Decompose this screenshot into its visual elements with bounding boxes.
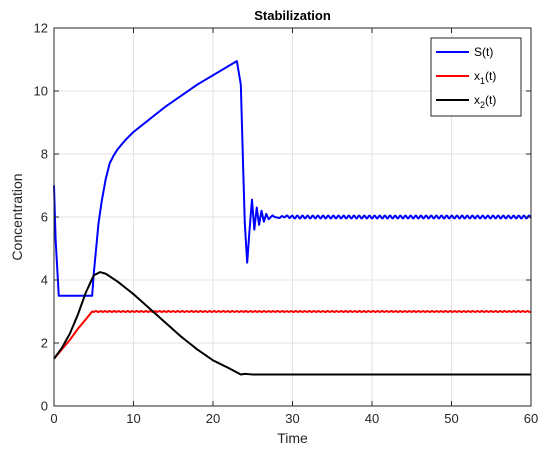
x-tick-label: 40 xyxy=(365,411,379,426)
legend-label-main: x xyxy=(474,69,480,83)
chart-title: Stabilization xyxy=(254,8,331,23)
y-tick-label: 4 xyxy=(41,273,48,288)
legend-label-main: x xyxy=(474,93,480,107)
legend-label-tail: (t) xyxy=(485,69,496,83)
x-tick-label: 20 xyxy=(206,411,220,426)
x-tick-label: 10 xyxy=(126,411,140,426)
y-tick-label: 6 xyxy=(41,210,48,225)
x-tick-label: 50 xyxy=(444,411,458,426)
series-line-0 xyxy=(53,60,532,297)
series-line-1 xyxy=(53,310,532,360)
legend-label-tail: (t) xyxy=(485,93,496,107)
y-tick-label: 12 xyxy=(34,21,48,36)
legend-label-main: S(t) xyxy=(474,45,493,59)
legend-entry-2: x2(t) xyxy=(474,93,496,110)
series-lines xyxy=(53,60,532,376)
x-tick-label: 30 xyxy=(285,411,299,426)
legend-entry-1: x1(t) xyxy=(474,69,496,86)
series-line-2 xyxy=(53,271,532,376)
x-tick-label: 0 xyxy=(50,411,57,426)
legend-label-subscript: 1 xyxy=(480,76,485,86)
legend-entry-0: S(t) xyxy=(474,45,493,59)
y-tick-label: 8 xyxy=(41,147,48,162)
x-axis-label: Time xyxy=(277,430,308,446)
legend-label-subscript: 2 xyxy=(480,100,485,110)
x-tick-label: 60 xyxy=(524,411,538,426)
y-tick-label: 10 xyxy=(34,84,48,99)
legend: S(t)x1(t)x2(t) xyxy=(430,37,522,117)
y-tick-label: 0 xyxy=(41,399,48,414)
y-axis-label: Concentration xyxy=(9,173,25,260)
y-tick-label: 2 xyxy=(41,336,48,351)
